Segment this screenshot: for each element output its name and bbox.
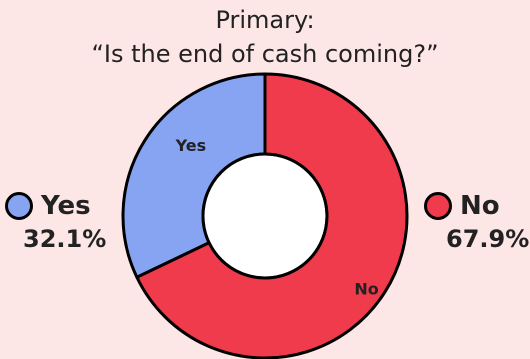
legend-marker-no xyxy=(424,192,452,220)
chart-title-line-1: Primary: xyxy=(215,6,315,34)
slice-label-no: No xyxy=(354,279,378,298)
legend-label-yes: Yes xyxy=(41,191,91,221)
legend-item-no: No 67.9% xyxy=(424,189,529,253)
legend-label-no: No xyxy=(460,191,500,221)
slice-label-yes: Yes xyxy=(175,136,207,155)
legend-percent-no: 67.9% xyxy=(446,225,530,253)
chart-title-line-2: “Is the end of cash coming?” xyxy=(91,40,439,68)
legend-percent-yes: 32.1% xyxy=(23,225,107,253)
slice-no xyxy=(135,72,409,359)
legend-item-yes: Yes 32.1% xyxy=(5,189,106,253)
legend-marker-yes xyxy=(5,192,33,220)
